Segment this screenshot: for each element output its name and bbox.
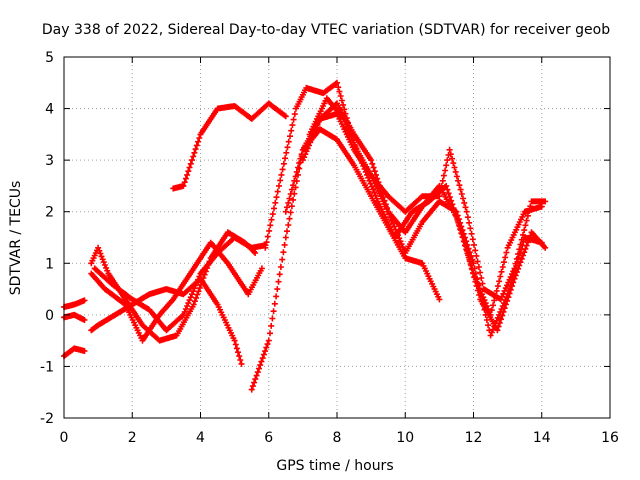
y-tick-label: -1 bbox=[40, 359, 54, 375]
x-tick-label: 10 bbox=[396, 430, 414, 446]
series-track-4 bbox=[88, 275, 245, 367]
series-markers bbox=[170, 100, 289, 192]
x-tick-label: 4 bbox=[196, 430, 205, 446]
x-axis-label: GPS time / hours bbox=[276, 458, 393, 474]
series-track-8 bbox=[170, 100, 289, 192]
y-axis-label: SDTVAR / TECUs bbox=[8, 181, 24, 296]
series-markers bbox=[88, 275, 245, 367]
y-tick-label: -2 bbox=[40, 411, 54, 427]
series-track-13 bbox=[306, 95, 549, 334]
chart-title: Day 338 of 2022, Sidereal Day-to-day VTE… bbox=[42, 22, 610, 38]
y-tick-label: 0 bbox=[45, 308, 54, 324]
x-tick-label: 12 bbox=[465, 430, 483, 446]
series-track-7 bbox=[91, 234, 269, 334]
x-tick-label: 8 bbox=[333, 430, 342, 446]
x-tick-label: 2 bbox=[128, 430, 137, 446]
x-tick-label: 14 bbox=[533, 430, 551, 446]
y-tick-label: 2 bbox=[45, 205, 54, 221]
y-tick-label: 4 bbox=[45, 102, 54, 118]
y-tick-label: 3 bbox=[45, 153, 54, 169]
series-markers bbox=[306, 95, 549, 334]
y-tick-label: 5 bbox=[45, 50, 54, 66]
series-markers bbox=[91, 234, 269, 334]
x-tick-label: 0 bbox=[60, 430, 69, 446]
x-tick-label: 16 bbox=[601, 430, 619, 446]
series-markers bbox=[88, 239, 265, 344]
x-tick-label: 6 bbox=[264, 430, 273, 446]
data-layer bbox=[61, 79, 549, 393]
y-tick-label: 1 bbox=[45, 256, 54, 272]
series-track-6 bbox=[88, 239, 265, 344]
